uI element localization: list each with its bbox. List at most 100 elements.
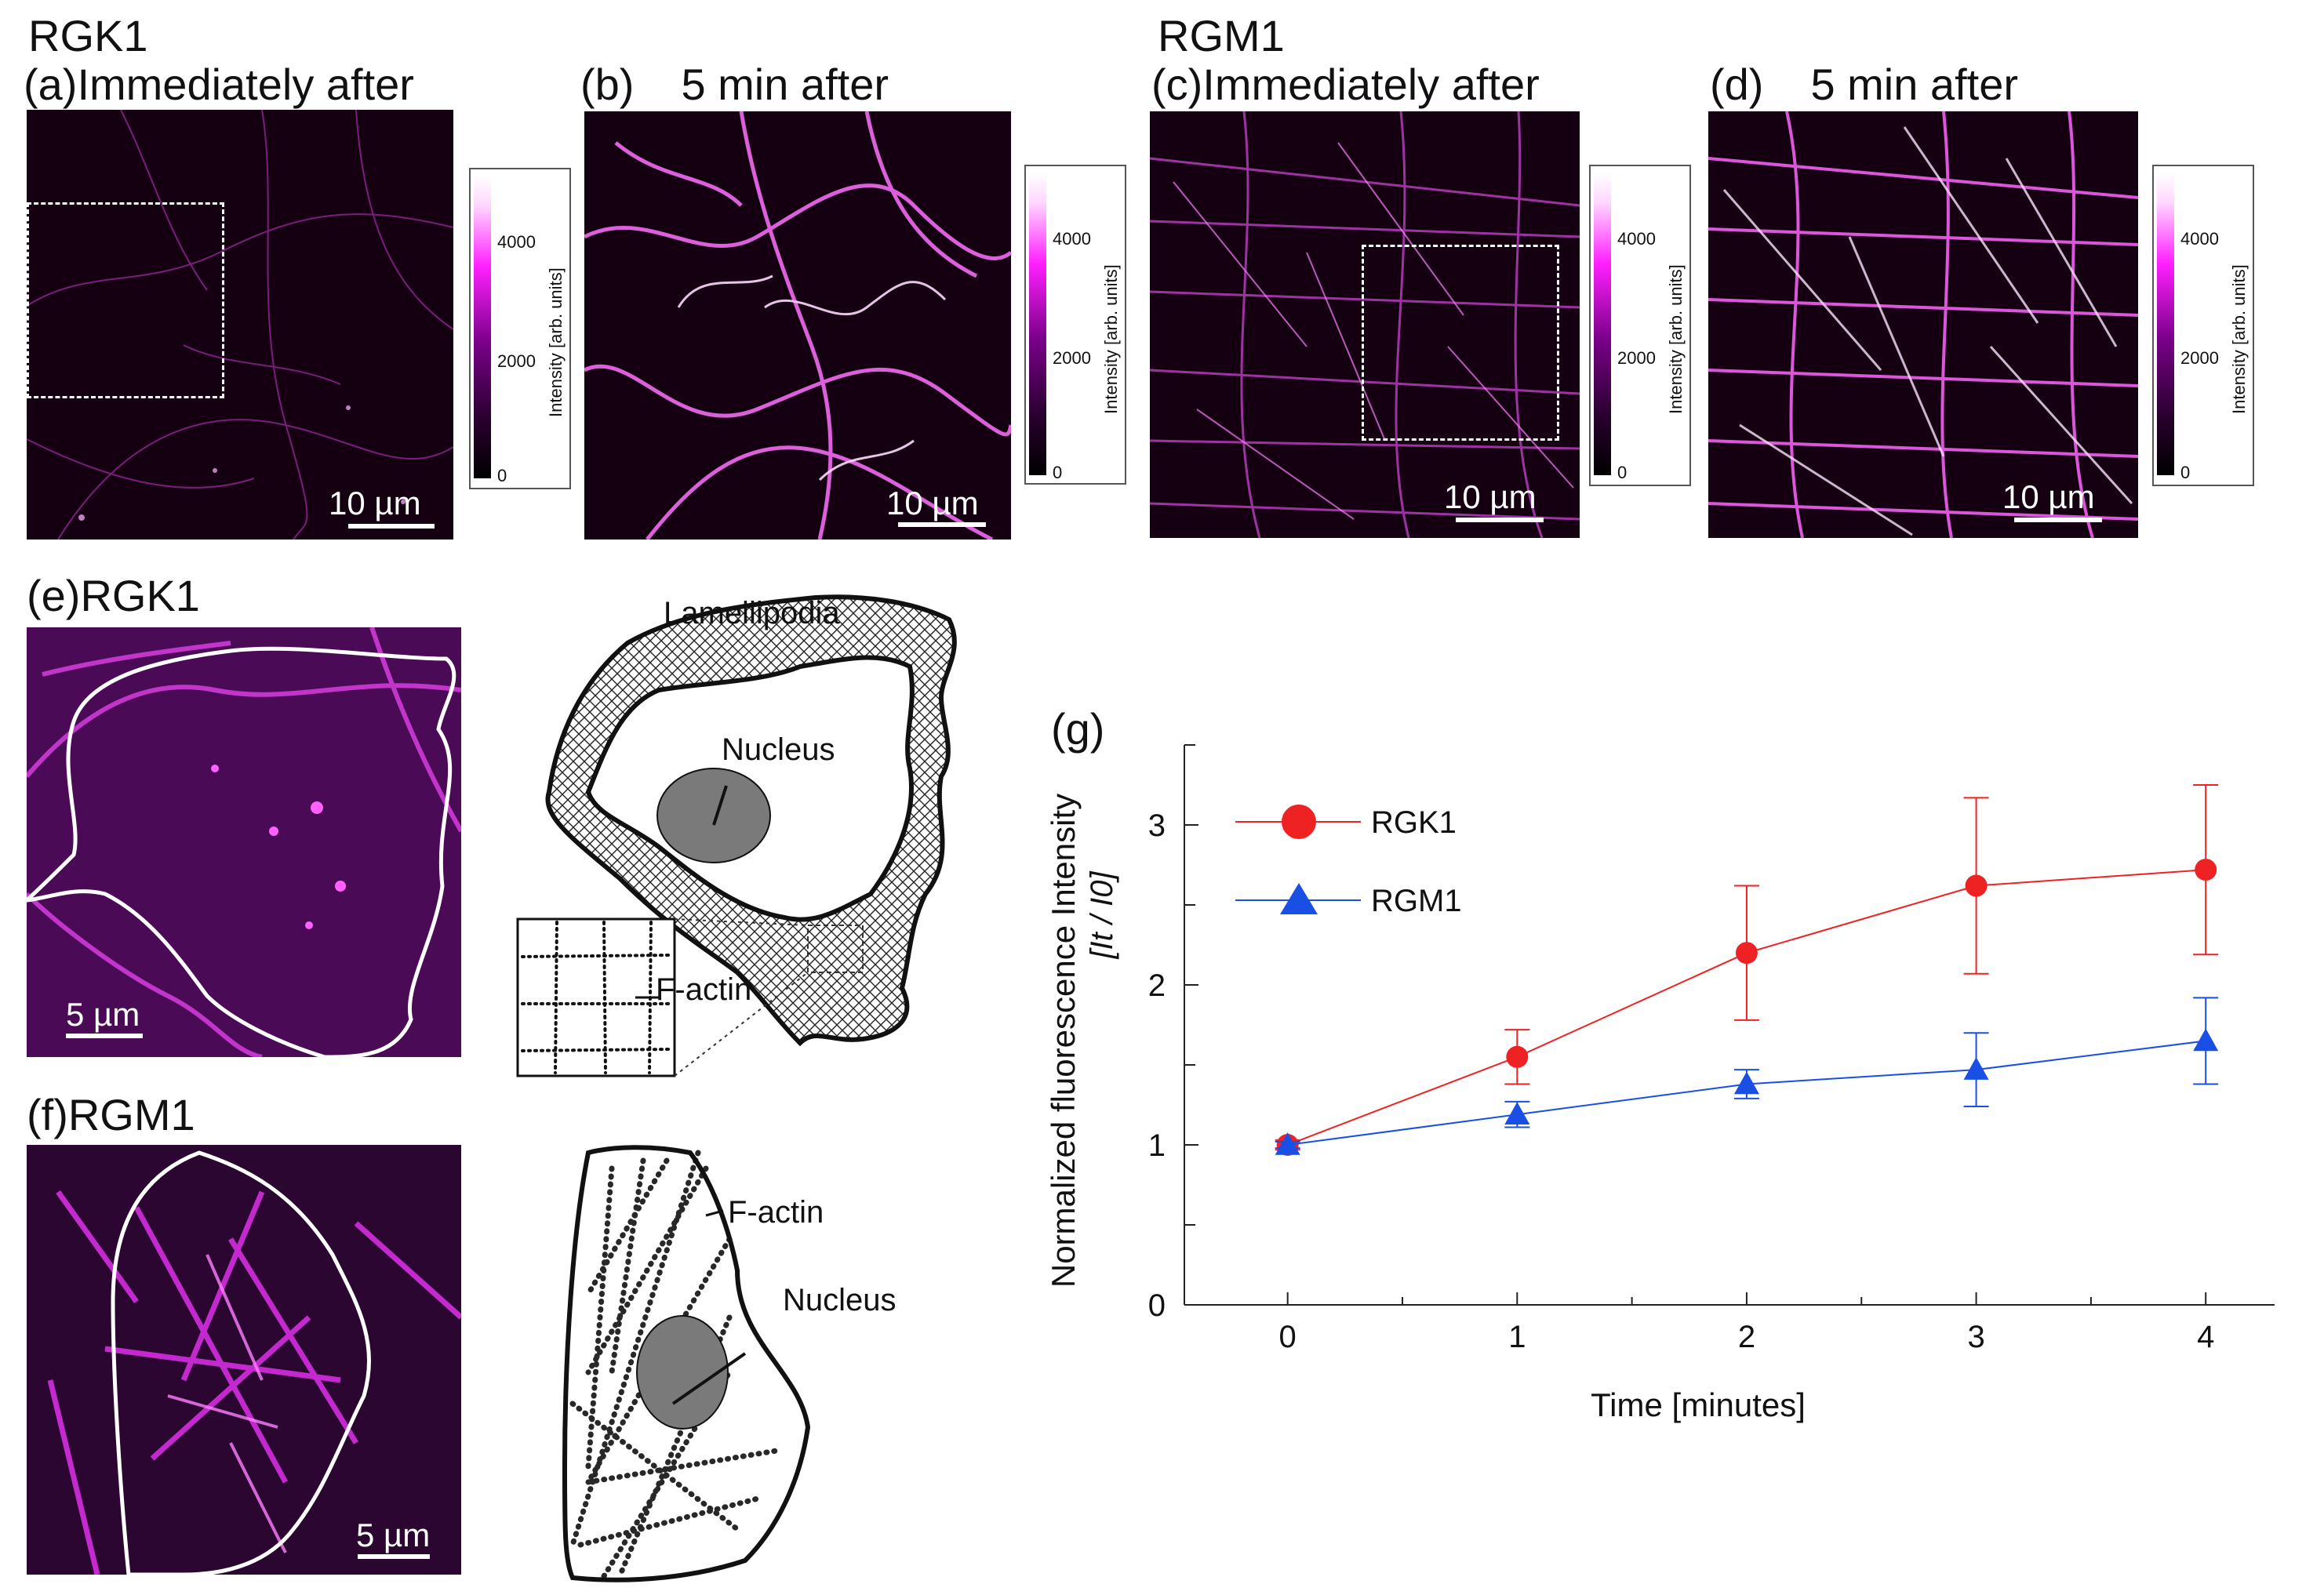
diagram-e-drawing [516, 594, 957, 1077]
scale-bar-f [358, 1554, 430, 1559]
panel-a-label: (a) [24, 60, 78, 109]
scale-label-f: 5 µm [356, 1517, 431, 1553]
scale-label-c: 10 µm [1444, 478, 1537, 515]
legend-label-rgm1: RGM1 [1371, 884, 1462, 918]
x-tick-label: 2 [1738, 1320, 1755, 1354]
label-nucleus-f: Nucleus [783, 1283, 897, 1317]
label-lamellipodia: Lamellipodia [664, 596, 840, 630]
panel-e-label: (e) [27, 571, 81, 620]
x-tick-label: 3 [1967, 1320, 1984, 1354]
scale-bar-d [2014, 518, 2102, 522]
colorbar-b: 4000 2000 0 Intensity [arb. units] [1024, 165, 1126, 485]
colorbar-a: 4000 2000 0 Intensity [arb. units] [469, 168, 571, 489]
colorbar-a-tick-2000: 2000 [497, 351, 536, 371]
colorbar-c-gradient [1594, 173, 1611, 475]
panel-e-title: RGK1 [80, 571, 200, 620]
data-point-rgk1 [1965, 874, 1988, 897]
scale-bar-e [66, 1034, 143, 1038]
panel-b-heading: (b) 5 min after [580, 61, 889, 108]
scale-label-b: 10 µm [886, 485, 979, 521]
colorbar-c: 4000 2000 0 Intensity [arb. units] [1589, 165, 1691, 486]
colorbar-c-label: Intensity [arb. units] [1666, 264, 1686, 414]
data-point-rgm1 [1275, 1132, 1300, 1155]
y-tick-label: 1 [1148, 1128, 1166, 1163]
diagram-f: F-actin Nucleus [541, 1137, 980, 1592]
colorbar-a-tick-0: 0 [497, 466, 507, 485]
colorbar-d-tick-2000: 2000 [2180, 348, 2219, 368]
scale-bar-b [898, 522, 986, 527]
colorbar-d-gradient [2157, 173, 2174, 475]
colorbar-a-gradient [474, 176, 491, 478]
panel-g-label: (g) [1051, 704, 1105, 754]
data-point-rgk1 [1735, 942, 1758, 965]
data-point-rgm1 [1504, 1102, 1530, 1125]
data-point-rgk1 [1506, 1045, 1529, 1068]
panel-b-label: (b) [580, 60, 635, 109]
micrograph-d-texture [1708, 111, 2138, 538]
colorbar-a-tick-4000: 4000 [497, 232, 536, 252]
colorbar-b-label: Intensity [arb. units] [1101, 264, 1121, 414]
scale-bar-a [348, 524, 435, 529]
micrograph-f: 5 µm [27, 1145, 461, 1575]
scale-bar-c [1456, 518, 1544, 522]
colorbar-c-tick-0: 0 [1617, 463, 1628, 482]
panel-f-label: (f) [27, 1090, 68, 1139]
x-tick-label: 0 [1279, 1320, 1297, 1354]
label-factin-f: F-actin [728, 1195, 824, 1230]
micrograph-c-texture [1150, 111, 1580, 538]
micrograph-d: 10 µm [1708, 111, 2138, 538]
panel-c-heading: (c)Immediately after [1151, 61, 1540, 108]
panel-c-label: (c) [1151, 60, 1203, 109]
panel-a-title: Immediately after [77, 60, 414, 109]
micrograph-e: 5 µm [27, 627, 461, 1057]
colorbar-d-label: Intensity [arb. units] [2229, 264, 2249, 414]
roi-box-a [27, 202, 224, 398]
y-tick-label: 0 [1148, 1288, 1166, 1323]
colorbar-b-tick-0: 0 [1053, 463, 1063, 482]
diagram-f-drawing [562, 1145, 811, 1582]
panel-a-heading: (a)Immediately after [24, 61, 414, 108]
colorbar-d-tick-0: 0 [2180, 463, 2191, 482]
scale-label-d: 10 µm [2002, 478, 2095, 515]
label-factin-e: F-actin [656, 972, 752, 1007]
panel-b-title: 5 min after [681, 60, 889, 109]
panel-d-label: (d) [1710, 60, 1764, 109]
micrograph-a: 10 µm [27, 110, 453, 540]
colorbar-b-tick-4000: 4000 [1053, 229, 1091, 249]
scale-label-a: 10 µm [329, 485, 421, 521]
panel-d-title: 5 min after [1810, 60, 2019, 109]
panel-f-heading: (f)RGM1 [27, 1092, 195, 1139]
y-tick-label: 2 [1148, 968, 1166, 1003]
data-point-rgm1 [1733, 1071, 1759, 1095]
panel-c-title: Immediately after [1202, 60, 1540, 109]
micrograph-c: 10 µm [1150, 111, 1580, 538]
chart-g: 0 1 2 3 0 1 2 3 4 Time [minutes] Normalized fluore… [1045, 744, 2275, 1423]
colorbar-c-tick-4000: 4000 [1617, 229, 1656, 249]
y-tick-label: 3 [1148, 808, 1166, 843]
colorbar-c-tick-2000: 2000 [1617, 348, 1656, 368]
colorbar-a-label: Intensity [arb. units] [546, 267, 566, 417]
legend-marker-rgk1 [1282, 805, 1316, 839]
micrograph-b: 10 µm [584, 111, 1011, 540]
diagram-e: Lamellipodia Nucleus F-actin [502, 580, 973, 1082]
y-axis-sublabel: [It / I0] [1085, 871, 1119, 960]
panel-f-title: RGM1 [67, 1090, 195, 1139]
colorbar-d-tick-4000: 4000 [2180, 229, 2219, 249]
y-axis-label: Normalized fluorescence Intensity [1045, 794, 1082, 1288]
micrograph-b-texture [584, 111, 1011, 540]
legend-marker-rgm1 [1280, 883, 1318, 914]
group-title-rgk1: RGK1 [28, 11, 148, 60]
data-point-rgk1 [2195, 859, 2217, 881]
colorbar-d: 4000 2000 0 Intensity [arb. units] [2152, 165, 2254, 486]
scale-label-e: 5 µm [66, 996, 140, 1033]
x-axis-label: Time [minutes] [1591, 1386, 1806, 1423]
colorbar-b-tick-2000: 2000 [1053, 348, 1091, 368]
label-nucleus-e: Nucleus [722, 732, 835, 767]
legend-label-rgk1: RGK1 [1371, 805, 1457, 840]
x-tick-label: 1 [1508, 1320, 1526, 1354]
panel-d-heading: (d) 5 min after [1710, 61, 2018, 108]
data-point-rgm1 [2193, 1028, 2219, 1052]
micrograph-f-texture [27, 1145, 461, 1575]
panel-e-heading: (e)RGK1 [27, 572, 200, 619]
